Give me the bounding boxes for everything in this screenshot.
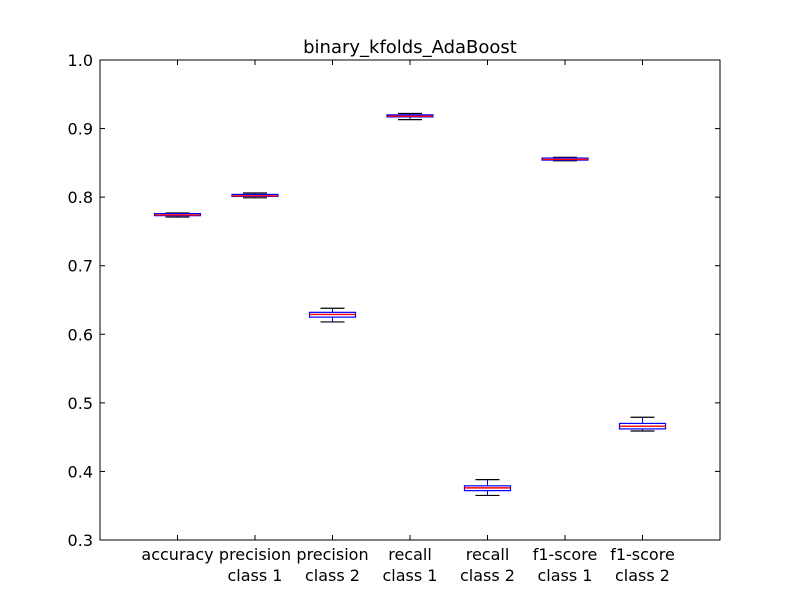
y-tick-label: 0.9: [68, 120, 93, 139]
x-tick-label: class 1: [538, 566, 593, 585]
x-tick-label: recall: [466, 545, 510, 564]
x-tick-label: class 1: [228, 566, 283, 585]
x-tick-label: precision: [219, 545, 291, 564]
y-tick-label: 0.6: [68, 325, 93, 344]
y-tick-label: 0.4: [68, 462, 93, 481]
x-tick-label: accuracy: [141, 545, 213, 564]
y-tick-label: 1.0: [68, 51, 93, 70]
x-tick-label: class 2: [460, 566, 515, 585]
x-tick-label: f1-score: [533, 545, 598, 564]
x-tick-label: f1-score: [610, 545, 675, 564]
y-tick-label: 0.5: [68, 394, 93, 413]
x-tick-label: class 2: [305, 566, 360, 585]
y-tick-label: 0.8: [68, 188, 93, 207]
x-tick-label: class 2: [615, 566, 670, 585]
chart-title: binary_kfolds_AdaBoost: [303, 37, 517, 58]
x-tick-label: class 1: [383, 566, 438, 585]
y-tick-label: 0.3: [68, 531, 93, 550]
x-tick-label: precision: [296, 545, 368, 564]
plot-area: 0.3 0.4 0.5 0.6 0.7 0.8 0.9 1.0 accuracy precisio…: [68, 51, 720, 585]
axes-frame: [99, 59, 721, 541]
y-tick-label: 0.7: [68, 257, 93, 276]
x-tick-label: recall: [388, 545, 432, 564]
